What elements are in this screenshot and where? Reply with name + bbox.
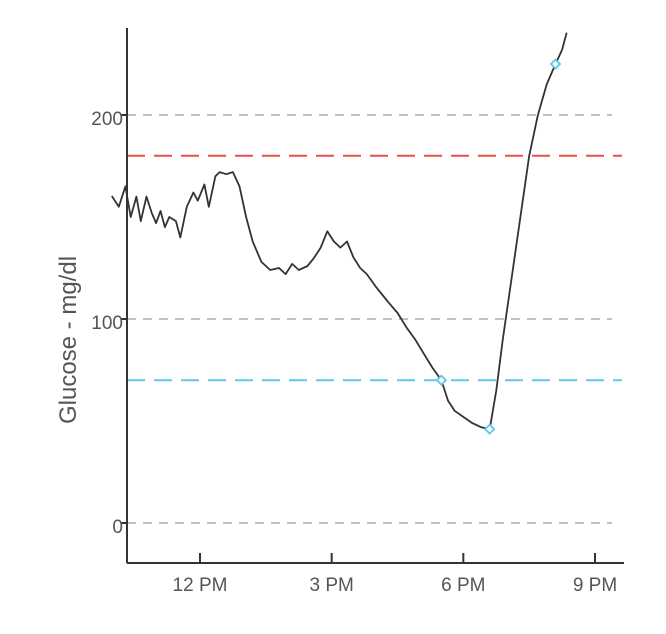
- x-tick-label-15: 3 PM: [309, 575, 353, 596]
- axis-layer: [121, 28, 624, 564]
- threshold-layer: [127, 154, 622, 382]
- grid-layer: [127, 114, 612, 524]
- x-tick-label-12: 12 PM: [173, 575, 228, 596]
- glucose-marker-1: [435, 374, 448, 386]
- series-layer: [111, 32, 568, 431]
- tick-label-layer: 0 100 200 12 PM 3 PM 6 PM 9 PM: [91, 109, 617, 596]
- glucose-marker-2: [483, 423, 496, 435]
- glucose-series-line: [111, 32, 568, 431]
- glucose-marker-3: [549, 58, 562, 70]
- x-tick-label-18: 6 PM: [441, 575, 485, 596]
- y-tick-label-100: 100: [91, 313, 123, 334]
- marker-layer: [435, 58, 562, 435]
- y-tick-label-0: 0: [112, 517, 123, 538]
- y-axis-label: Glucose - mg/dl: [55, 256, 82, 424]
- x-tick-label-21: 9 PM: [573, 575, 617, 596]
- y-tick-label-200: 200: [91, 109, 123, 130]
